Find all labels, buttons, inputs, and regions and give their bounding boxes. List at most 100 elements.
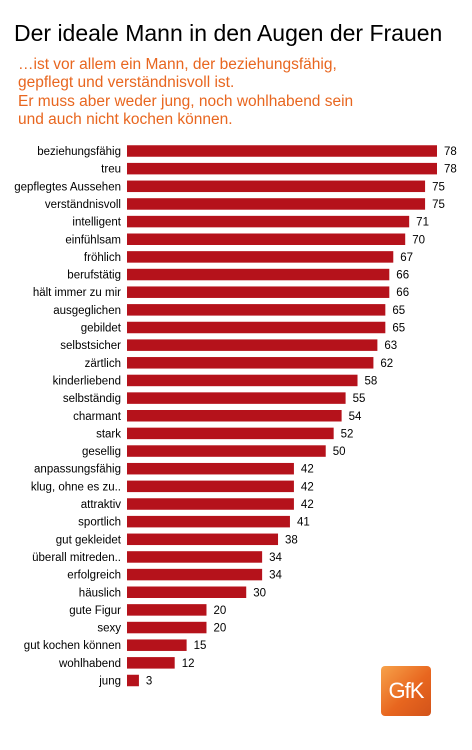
value-label: 62	[380, 358, 393, 370]
bar	[127, 162, 437, 175]
value-label: 66	[396, 287, 409, 299]
bar	[127, 533, 279, 546]
bar	[127, 462, 294, 475]
bar	[127, 215, 410, 228]
category-label: ausgeglichen	[53, 305, 121, 317]
category-label: gebildet	[81, 323, 122, 335]
value-label: 3	[146, 676, 152, 688]
category-label: überall mitreden..	[32, 552, 121, 564]
bar	[127, 621, 207, 634]
bar	[127, 392, 346, 404]
category-label: berufstätig	[67, 270, 121, 282]
value-label: 55	[353, 393, 366, 405]
subtitle-line-1: …ist vor allem ein Mann, der beziehungsf…	[18, 56, 337, 73]
bar	[127, 480, 294, 493]
bar	[127, 321, 386, 334]
category-label: selbstsicher	[60, 340, 121, 352]
value-label: 42	[301, 499, 314, 511]
bar	[127, 498, 294, 510]
category-label: sexy	[97, 623, 121, 635]
bar	[127, 145, 437, 157]
bar	[127, 604, 207, 616]
bar	[127, 233, 406, 245]
value-label: 42	[301, 464, 314, 476]
value-label: 78	[444, 146, 457, 158]
bar	[127, 427, 334, 440]
gfk-logo: GfK	[381, 666, 431, 716]
value-label: 75	[432, 181, 445, 193]
bar	[127, 515, 290, 528]
bar	[127, 198, 426, 210]
bar	[127, 268, 390, 281]
value-label: 15	[194, 640, 207, 652]
value-label: 41	[297, 517, 310, 529]
value-label: 71	[416, 217, 429, 229]
subtitle-line-3: Er muss aber weder jung, noch wohlhabend…	[18, 93, 354, 110]
bar	[127, 657, 175, 669]
value-label: 34	[269, 552, 282, 564]
value-label: 30	[253, 587, 266, 599]
bar	[127, 357, 374, 369]
value-label: 50	[333, 446, 346, 458]
subtitle-line-4: und auch nicht kochen können.	[18, 111, 233, 128]
chart-title: Der ideale Mann in den Augen der Frauen	[14, 20, 443, 46]
category-label: gut kochen können	[24, 640, 121, 652]
category-label: jung	[98, 676, 121, 688]
category-label: zärtlich	[85, 358, 121, 370]
category-label: anpassungsfähig	[34, 464, 121, 476]
bar	[127, 445, 326, 457]
category-label: treu	[101, 164, 121, 176]
category-label: wohlhabend	[58, 658, 121, 670]
value-label: 66	[396, 270, 409, 282]
value-label: 65	[392, 305, 405, 317]
value-label: 38	[285, 534, 298, 546]
value-label: 52	[341, 428, 354, 440]
category-label: hält immer zu mir	[33, 287, 121, 299]
bar	[127, 586, 247, 598]
subtitle-line-2: gepflegt und verständnisvoll ist.	[18, 74, 235, 91]
category-label: stark	[96, 428, 121, 440]
value-label: 42	[301, 481, 314, 493]
value-label: 67	[400, 252, 413, 264]
category-label: häuslich	[79, 587, 121, 599]
category-label: beziehungsfähig	[37, 146, 121, 158]
bar	[127, 410, 342, 422]
category-label: fröhlich	[84, 252, 121, 264]
value-label: 34	[269, 570, 282, 582]
bar	[127, 251, 394, 263]
value-label: 58	[365, 375, 378, 387]
bar	[127, 304, 386, 316]
bar	[127, 339, 378, 351]
bar	[127, 551, 263, 563]
value-label: 78	[444, 164, 457, 176]
value-label: 70	[412, 234, 425, 246]
category-label: intelligent	[72, 217, 121, 229]
bar	[127, 639, 187, 651]
bar	[127, 674, 139, 687]
value-label: 20	[213, 605, 226, 617]
category-label: sportlich	[78, 517, 121, 529]
category-label: gesellig	[82, 446, 121, 458]
category-label: einfühlsam	[65, 234, 121, 246]
bar	[127, 180, 426, 193]
value-label: 20	[213, 623, 226, 635]
value-label: 12	[182, 658, 195, 670]
category-label: gepflegtes Aussehen	[14, 181, 121, 193]
category-label: erfolgreich	[67, 570, 121, 582]
category-label: gute Figur	[69, 605, 121, 617]
bar	[127, 374, 358, 387]
category-label: selbständig	[63, 393, 121, 405]
value-label: 63	[384, 340, 397, 352]
category-label: attraktiv	[81, 499, 122, 511]
bar	[127, 286, 390, 298]
value-label: 75	[432, 199, 445, 211]
category-label: kinderliebend	[53, 375, 121, 387]
value-label: 65	[392, 323, 405, 335]
category-label: verständnisvoll	[45, 199, 121, 211]
category-label: gut gekleidet	[56, 534, 122, 546]
category-label: charmant	[73, 411, 122, 423]
bar	[127, 568, 263, 581]
value-label: 54	[349, 411, 362, 423]
category-label: klug, ohne es zu..	[31, 481, 121, 493]
